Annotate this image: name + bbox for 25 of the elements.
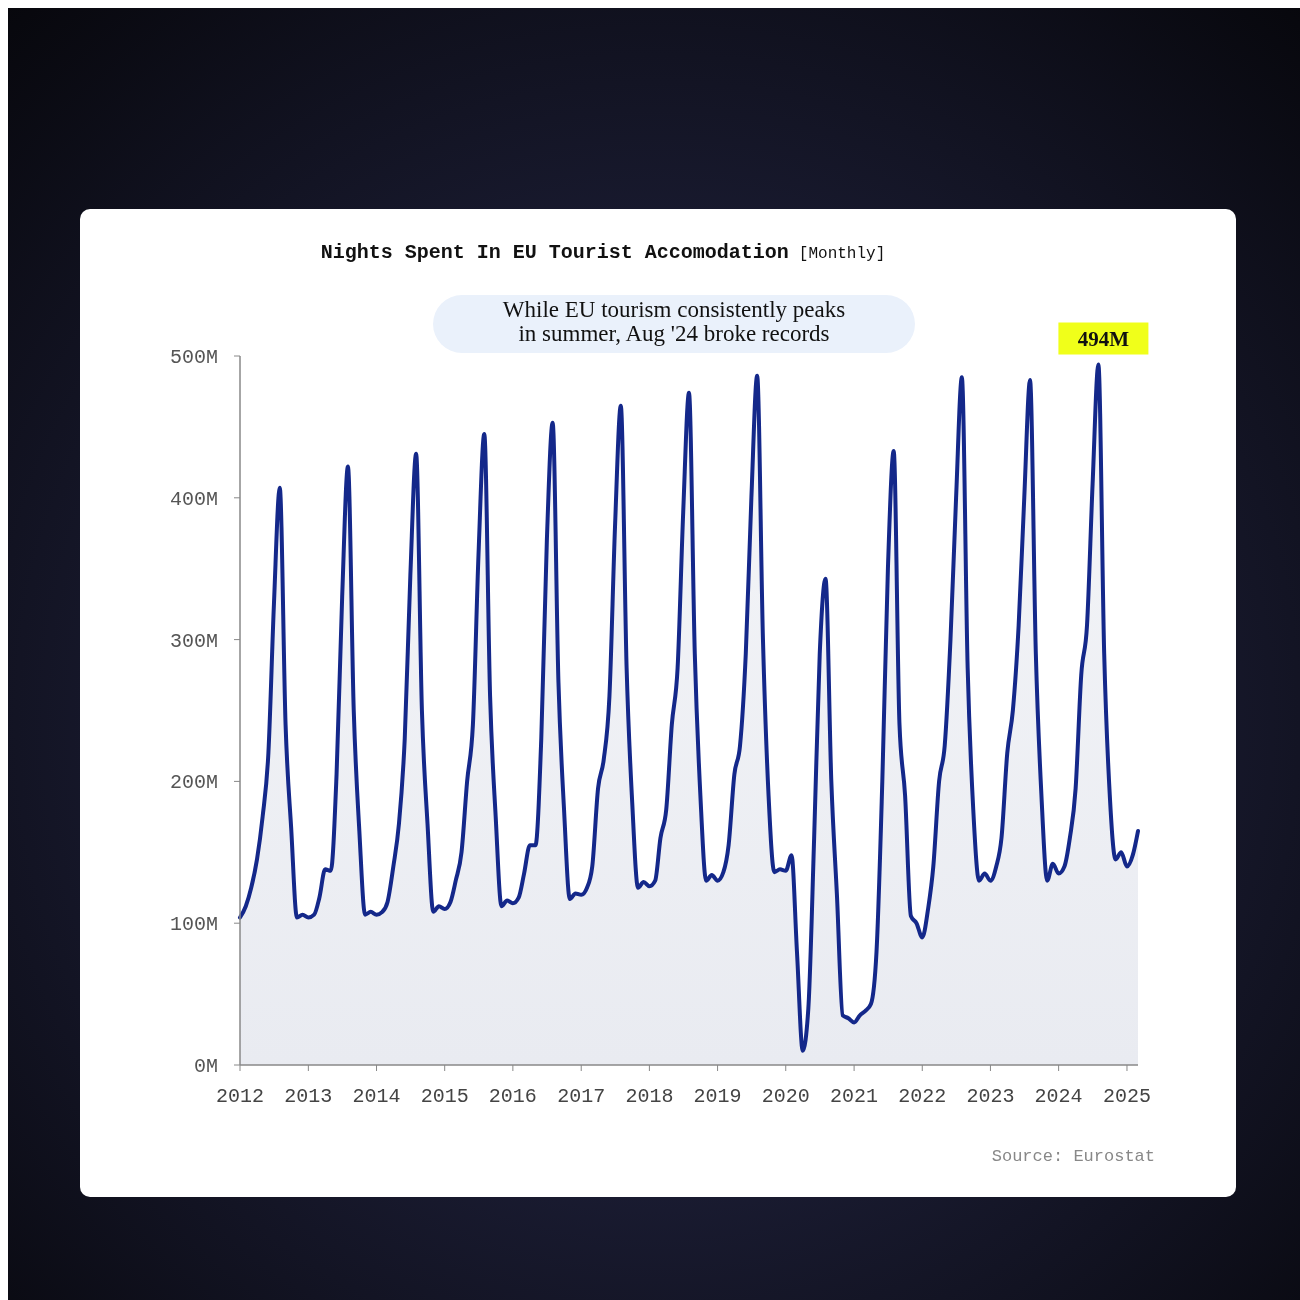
x-tick-label: 2022 [898, 1085, 947, 1108]
x-tick-label: 2018 [625, 1085, 674, 1108]
annotation: 494M [1077, 326, 1130, 351]
y-tick-label: 400M [169, 487, 218, 511]
source-note: Source: Eurostat [991, 1147, 1155, 1166]
y-tick-label: 200M [169, 771, 218, 795]
x-tick-label: 2015 [420, 1085, 469, 1108]
x-tick-label: 2021 [830, 1085, 879, 1108]
x-tick-label: 2025 [1102, 1085, 1151, 1108]
chart-subtitle: [Monthly] [798, 245, 886, 263]
x-tick-label: 2020 [761, 1085, 810, 1108]
x-tick-label: 2014 [352, 1085, 401, 1108]
y-tick-label: 500M [169, 346, 218, 369]
y-tick-label: 300M [169, 629, 218, 653]
y-tick-label: 0M [193, 1055, 218, 1078]
x-tick-label: 2012 [215, 1085, 265, 1108]
x-tick-label: 2024 [1034, 1085, 1083, 1108]
y-tick-label: 100M [169, 913, 218, 937]
text: While EU tourism consistently peaks in summer, Aug '24 broke records [502, 297, 846, 346]
x-tick-label: 2013 [284, 1085, 333, 1108]
chart-title: Nights Spent In EU Tourist Accomodation [320, 241, 789, 264]
x-tick-label: 2019 [693, 1085, 742, 1108]
x-tick-label: 2017 [557, 1085, 606, 1108]
x-tick-label: 2023 [966, 1085, 1015, 1108]
x-tick-label: 2016 [488, 1085, 537, 1108]
